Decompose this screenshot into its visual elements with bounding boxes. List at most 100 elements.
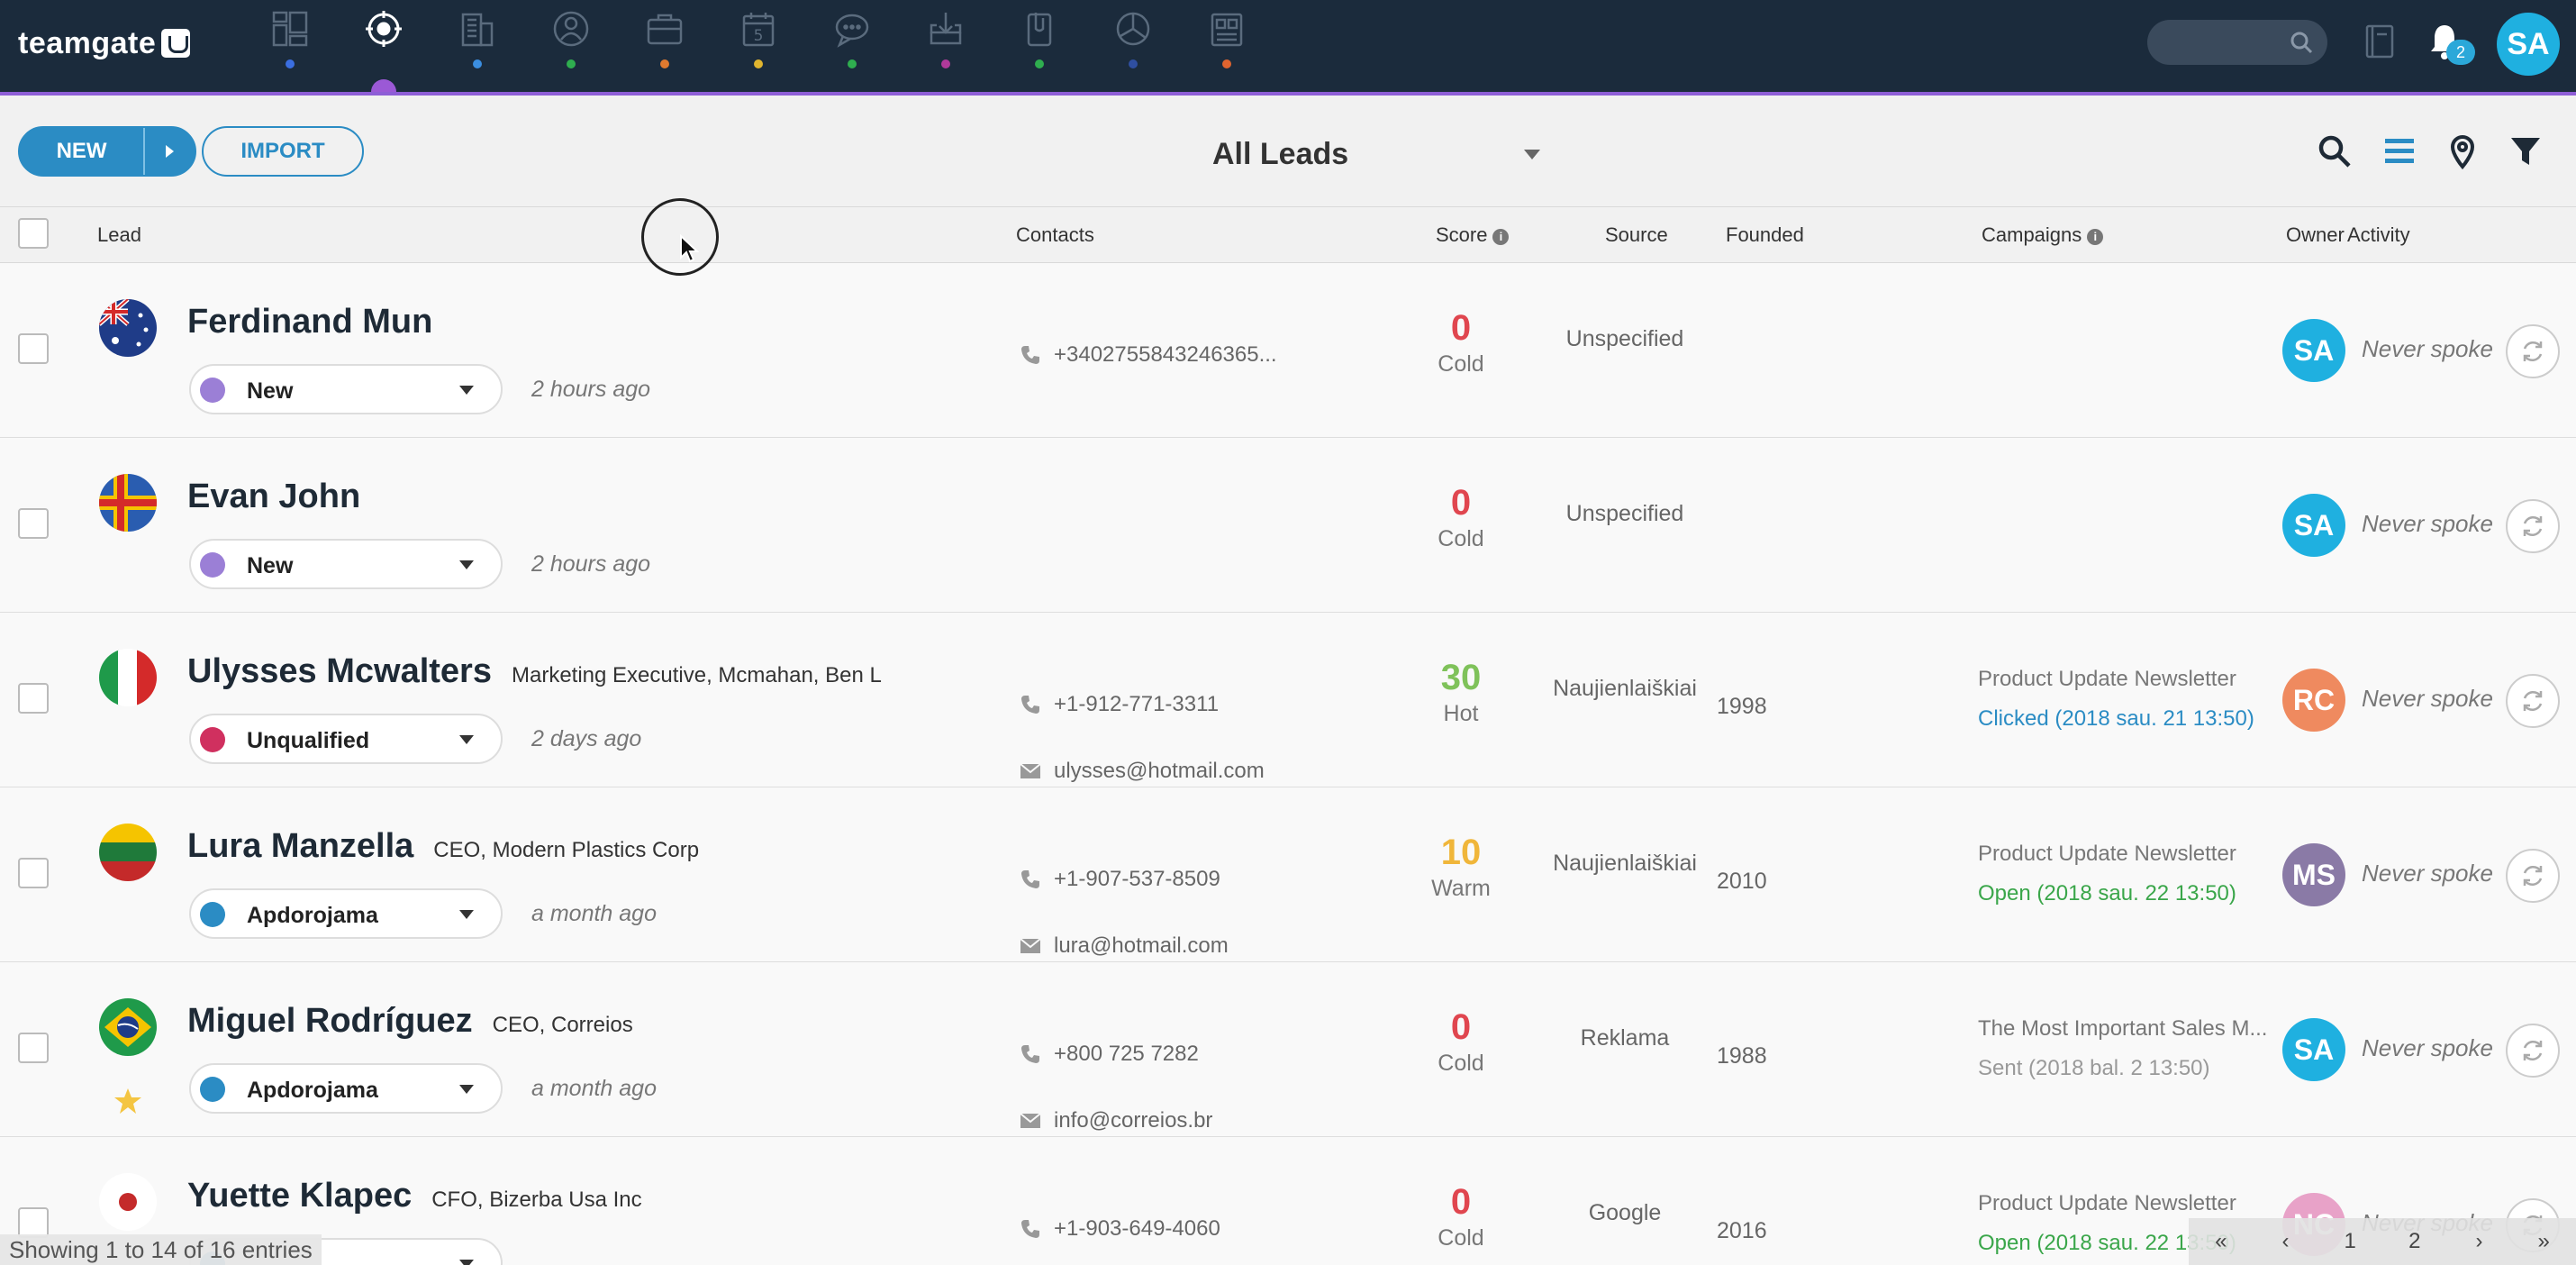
row-checkbox[interactable] — [18, 1207, 49, 1238]
contact-phone[interactable]: +800 725 7282 — [1020, 1042, 1199, 1067]
column-activity[interactable]: Activity — [2347, 223, 2410, 246]
lead-name-wrap[interactable]: Yuette Klapec CFO, Bizerba Usa Inc — [187, 1177, 642, 1215]
pagination-item[interactable]: ‹ — [2281, 1229, 2290, 1253]
campaign-name[interactable]: Product Update Newsletter — [1978, 842, 2236, 866]
phone-number[interactable]: +1-903-649-4060 — [1054, 1216, 1220, 1241]
contact-phone[interactable]: +1-912-771-3311 — [1020, 692, 1219, 717]
nav-leads[interactable] — [337, 0, 431, 105]
column-contacts[interactable]: Contacts — [1016, 223, 1094, 246]
nav-dashboard[interactable] — [243, 0, 337, 92]
nav-companies[interactable] — [431, 0, 524, 92]
nav-chat[interactable] — [805, 0, 899, 92]
user-avatar[interactable]: SA — [2497, 13, 2560, 76]
phone-number[interactable]: +1-912-771-3311 — [1054, 692, 1220, 716]
row-checkbox[interactable] — [18, 333, 49, 364]
lead-name[interactable]: Ulysses Mcwalters — [187, 652, 492, 690]
owner-avatar[interactable]: RC — [2282, 669, 2345, 732]
lead-name[interactable]: Ferdinand Mun — [187, 303, 433, 341]
column-owner[interactable]: Owner — [2286, 223, 2345, 246]
email-address[interactable]: ulysses@hotmail.com — [1054, 759, 1265, 783]
lead-name[interactable]: Miguel Rodríguez — [187, 1002, 473, 1040]
email-address[interactable]: info@correios.br — [1054, 1108, 1213, 1133]
table-row[interactable]: Ferdinand Mun New 2 hours ago +340275584… — [0, 263, 2576, 438]
view-selector[interactable]: All Leads — [1198, 132, 1558, 177]
search-icon[interactable] — [2317, 133, 2353, 169]
campaign-name[interactable]: Product Update Newsletter — [1978, 667, 2236, 691]
sync-button[interactable] — [2506, 674, 2560, 728]
sync-button[interactable] — [2506, 849, 2560, 903]
nav-files[interactable] — [993, 0, 1086, 92]
pagination-item[interactable]: 2 — [2408, 1229, 2421, 1253]
favorite-star-icon[interactable] — [113, 1087, 142, 1115]
table-row[interactable]: Miguel Rodríguez CEO, Correios Apdorojama… — [0, 962, 2576, 1137]
contact-phone[interactable]: +1-903-649-4060 — [1020, 1216, 1220, 1242]
lead-name[interactable]: Lura Manzella — [187, 827, 414, 865]
column-founded[interactable]: Founded — [1726, 223, 1804, 246]
row-checkbox[interactable] — [18, 1033, 49, 1063]
sync-button[interactable] — [2506, 1024, 2560, 1078]
nav-deals[interactable] — [618, 0, 712, 92]
contact-email[interactable]: info@correios.br — [1020, 1108, 1212, 1133]
row-checkbox[interactable] — [18, 683, 49, 714]
owner-avatar[interactable]: SA — [2282, 1018, 2345, 1081]
lead-name-wrap[interactable]: Miguel Rodríguez CEO, Correios — [187, 1002, 633, 1041]
column-lead[interactable]: Lead — [97, 223, 141, 246]
lead-name-wrap[interactable]: Ulysses Mcwalters Marketing Executive, Mc… — [187, 652, 882, 691]
pagination-item[interactable]: « — [2215, 1229, 2227, 1253]
column-campaigns-wrap[interactable]: Campaigns i — [1982, 223, 2104, 247]
pagination-item[interactable]: 1 — [2344, 1229, 2356, 1253]
nav-calendar[interactable]: 5 — [712, 0, 805, 92]
lead-status-select[interactable]: Unqualified — [189, 714, 503, 764]
contact-phone[interactable]: +1-907-537-8509 — [1020, 867, 1220, 892]
nav-catalog[interactable] — [1180, 0, 1274, 92]
contact-phone[interactable]: +3402755843246365... — [1020, 342, 1277, 368]
table-row[interactable]: Ulysses Mcwalters Marketing Executive, Mc… — [0, 613, 2576, 787]
info-icon[interactable]: i — [1492, 229, 1510, 245]
lead-name-wrap[interactable]: Lura Manzella CEO, Modern Plastics Corp — [187, 827, 699, 866]
lead-name-wrap[interactable]: Evan John — [187, 478, 360, 516]
lead-status-select[interactable]: Apdorojama — [189, 1063, 503, 1114]
info-icon[interactable]: i — [2087, 229, 2104, 245]
campaign-name[interactable]: Product Update Newsletter — [1978, 1191, 2236, 1215]
contact-email[interactable]: ulysses@hotmail.com — [1020, 759, 1265, 784]
companies-building-icon — [461, 13, 494, 47]
new-lead-button[interactable]: NEW — [18, 126, 196, 177]
phone-number[interactable]: +1-907-537-8509 — [1054, 867, 1220, 891]
list-view-icon[interactable] — [2381, 133, 2417, 169]
phone-number[interactable]: +3402755843246365... — [1054, 342, 1277, 367]
row-checkbox[interactable] — [18, 508, 49, 539]
column-score-wrap[interactable]: Score i — [1436, 223, 1510, 247]
email-address[interactable]: lura@hotmail.com — [1054, 933, 1229, 958]
teamgate-logo[interactable]: teamgate — [18, 23, 191, 63]
lead-name[interactable]: Yuette Klapec — [187, 1177, 413, 1215]
nav-inbox[interactable] — [899, 0, 993, 92]
lead-status-select[interactable]: New — [189, 364, 503, 414]
phone-number[interactable]: +800 725 7282 — [1054, 1042, 1199, 1066]
filter-funnel-icon[interactable] — [2508, 133, 2544, 169]
nav-reports[interactable] — [1086, 0, 1180, 92]
lead-status-select[interactable]: New — [189, 539, 503, 589]
owner-avatar[interactable]: SA — [2282, 319, 2345, 382]
table-row[interactable]: Evan John New 2 hours ago 0 Cold Unspeci… — [0, 438, 2576, 613]
row-checkbox[interactable] — [18, 858, 49, 888]
contact-email[interactable]: lura@hotmail.com — [1020, 933, 1229, 959]
table-row[interactable]: Lura Manzella CEO, Modern Plastics Corp A… — [0, 787, 2576, 962]
nav-people[interactable] — [524, 0, 618, 92]
owner-avatar[interactable]: MS — [2282, 843, 2345, 906]
owner-avatar[interactable]: SA — [2282, 494, 2345, 557]
global-search-input[interactable] — [2147, 20, 2327, 65]
lead-name-wrap[interactable]: Ferdinand Mun — [187, 303, 432, 341]
select-all-checkbox[interactable] — [18, 218, 49, 249]
pagination-item[interactable]: › — [2475, 1229, 2483, 1253]
lead-name[interactable]: Evan John — [187, 478, 361, 515]
pagination-item[interactable]: » — [2537, 1229, 2550, 1253]
new-dropdown-chevron-icon[interactable] — [143, 128, 195, 175]
sync-button[interactable] — [2506, 499, 2560, 553]
address-book-icon[interactable] — [2363, 23, 2396, 59]
column-source[interactable]: Source — [1605, 223, 1668, 246]
import-button[interactable]: IMPORT — [202, 126, 364, 177]
campaign-name[interactable]: The Most Important Sales M... — [1978, 1016, 2268, 1041]
lead-status-select[interactable]: Apdorojama — [189, 888, 503, 939]
map-pin-icon[interactable] — [2444, 133, 2481, 169]
sync-button[interactable] — [2506, 324, 2560, 378]
